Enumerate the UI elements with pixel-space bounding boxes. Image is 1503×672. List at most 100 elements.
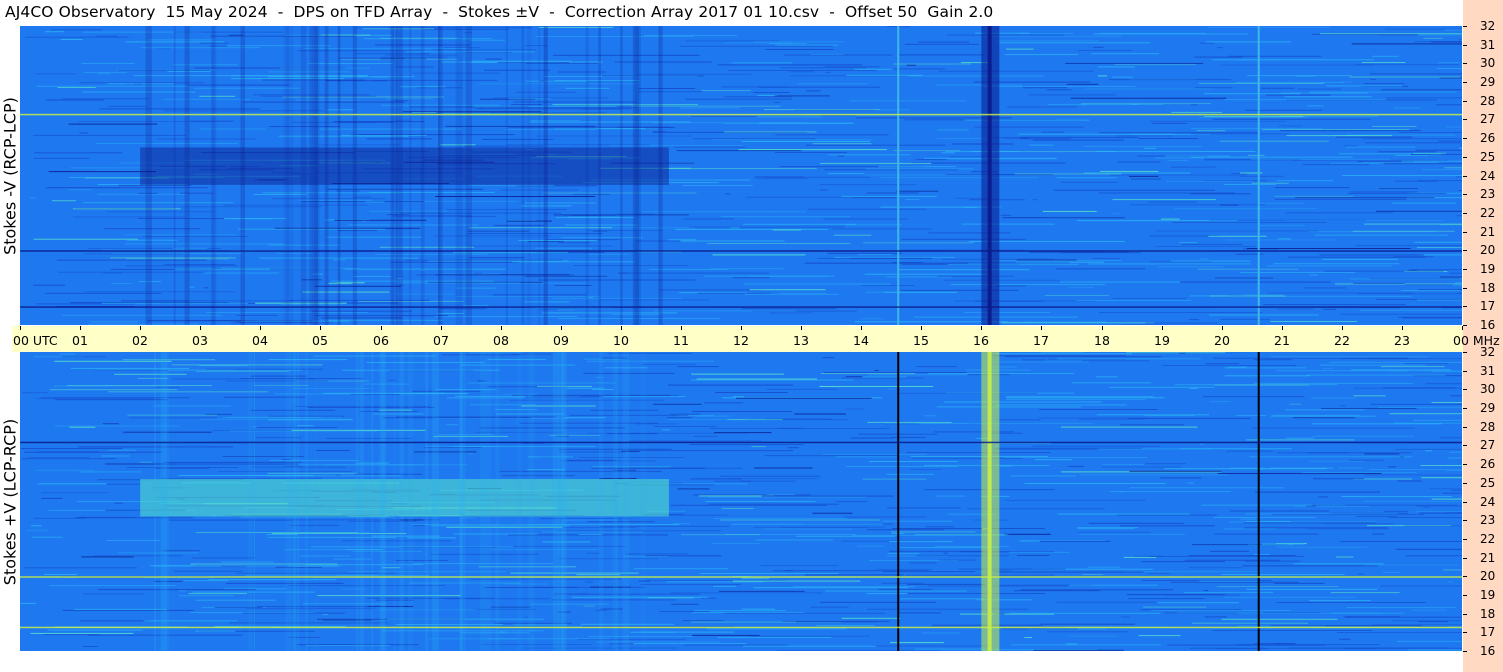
time-tick-mark [921,326,922,330]
region-streak [538,26,541,325]
top-spectrogram-panel [20,26,1462,325]
bright-region [140,479,669,517]
region-streak [480,352,482,651]
region-streak [432,352,439,651]
time-tick-label: 10 [613,333,629,348]
frequency-tick-mark [1463,176,1467,177]
frequency-tick-label: 16 [1480,644,1496,658]
time-tick-mark [381,326,382,330]
frequency-tick-label: 17 [1480,299,1496,313]
time-tick-mark [1282,326,1283,330]
time-tick-label: 15 [913,333,929,348]
region-streak [425,352,428,651]
frequency-tick-mark [1463,595,1467,596]
frequency-tick-mark [1463,371,1467,372]
time-tick-label: 17 [1033,333,1049,348]
time-tick-mark [1462,326,1463,330]
frequency-tick-label: 23 [1480,513,1496,527]
region-streak [620,26,623,325]
region-streak [599,352,604,651]
frequency-tick-label: 20 [1480,569,1496,583]
time-tick-mark [320,326,321,330]
region-streak [309,26,314,325]
region-streak [145,26,152,325]
time-tick-mark [260,326,261,330]
region-streak [153,352,157,651]
frequency-tick-label: 26 [1480,131,1496,145]
vertical-band-core [987,352,992,651]
frequency-tick-mark [1463,539,1467,540]
region-streak [173,26,176,325]
frequency-tick-label: 28 [1480,420,1496,434]
frequency-tick-mark [1463,288,1467,289]
region-streak [304,352,309,651]
time-tick-mark [1102,326,1103,330]
region-streak [338,26,341,325]
region-streak [495,352,497,651]
region-streak [496,352,500,651]
region-streak [558,352,564,651]
region-streak [465,26,472,325]
time-tick-label: 07 [433,333,449,348]
time-tick-label: 22 [1334,333,1350,348]
region-streak [283,26,289,325]
region-streak [521,26,525,325]
frequency-tick-mark [1463,63,1467,64]
time-tick-mark [621,326,622,330]
frequency-tick-mark [1463,558,1467,559]
frequency-tick-mark [1463,483,1467,484]
region-streak [286,26,294,325]
frequency-tick-mark [1463,352,1467,353]
region-streak [409,26,412,325]
region-streak [544,26,548,325]
region-streak [382,352,386,651]
region-streak [355,352,359,651]
frequency-tick-mark [1463,408,1467,409]
frequency-tick-label: 28 [1480,94,1496,108]
region-streak [163,352,170,651]
time-tick-mark [80,326,81,330]
vertical-line [1257,352,1260,651]
frequency-tick-mark [1463,651,1467,652]
frequency-tick-label: 24 [1480,495,1496,509]
time-tick-label: 20 [1214,333,1230,348]
time-tick-mark [200,326,201,330]
region-streak [337,26,341,325]
region-streak [240,26,245,325]
region-streak [460,352,466,651]
dark-region [140,147,669,185]
region-streak [455,26,463,325]
region-streak [528,352,535,651]
frequency-tick-label: 23 [1480,187,1496,201]
region-streak [378,352,384,651]
time-tick-label: 00 UTC [13,333,58,348]
frequency-tick-mark [1463,520,1467,521]
time-tick-mark [1041,326,1042,330]
time-tick-mark [441,326,442,330]
vertical-line [897,26,900,325]
frequency-tick-mark [1463,306,1467,307]
frequency-tick-label: 24 [1480,169,1496,183]
frequency-tick-mark [1463,464,1467,465]
region-streak [394,352,396,651]
time-tick-label: 21 [1274,333,1290,348]
region-streak [408,352,414,651]
time-tick-label: 12 [733,333,749,348]
region-streak [352,26,357,325]
region-streak [640,352,647,651]
region-streak [438,26,443,325]
region-streak [292,352,297,651]
frequency-tick-mark [1463,101,1467,102]
bottom-spectrogram [20,352,1462,651]
region-streak [420,26,425,325]
region-streak [395,26,403,325]
frequency-tick-label: 21 [1480,551,1496,565]
region-streak [371,352,374,651]
time-tick-mark [561,326,562,330]
region-streak [253,352,255,651]
vertical-band-core [987,26,992,325]
frequency-tick-mark [1463,614,1467,615]
region-streak [390,26,394,325]
frequency-tick-mark [1463,389,1467,390]
region-streak [315,352,317,651]
